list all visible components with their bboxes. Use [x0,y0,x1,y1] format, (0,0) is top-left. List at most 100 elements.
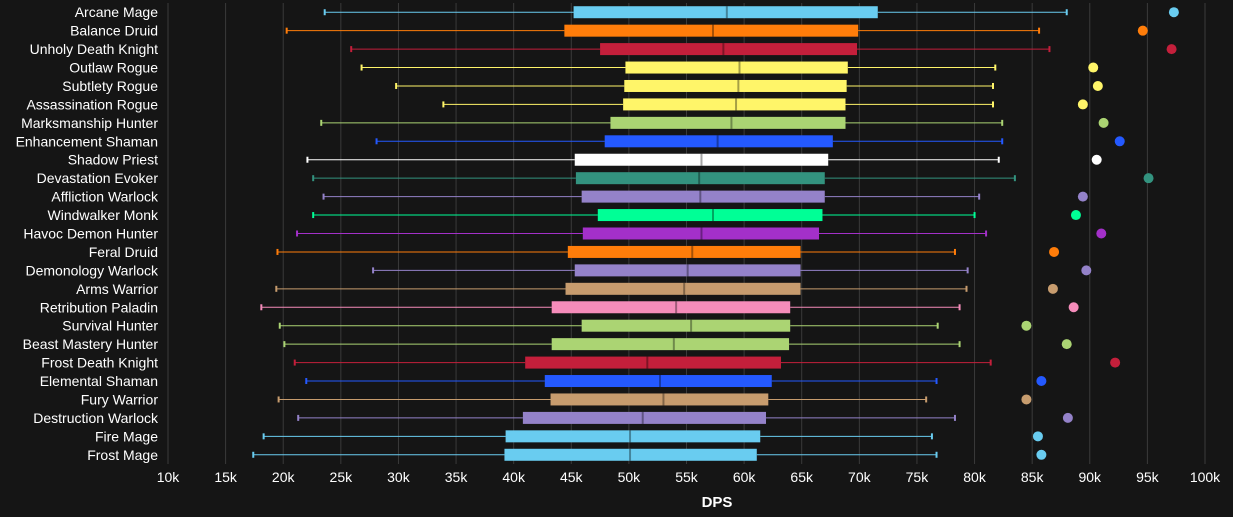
max-point [1114,136,1125,147]
category-label: Devastation Evoker [37,170,159,186]
max-point [1068,302,1079,313]
iqr-box [565,282,801,295]
iqr-box [604,135,833,148]
category-label: Fire Mage [95,428,158,444]
max-point [1110,357,1121,368]
iqr-box [600,43,858,56]
iqr-box [581,190,825,203]
box-row [323,6,1179,19]
box-row [312,172,1154,185]
category-label: Marksmanship Hunter [21,115,158,131]
category-label: Arcane Mage [75,4,158,20]
box-row [275,282,1058,295]
x-tick-label: 35k [445,469,469,485]
max-point [1137,25,1148,36]
box-row [262,430,1043,443]
category-label: Balance Druid [70,23,158,39]
box-row [297,411,1073,424]
category-label: Demonology Warlock [25,262,159,278]
x-tick-label: 55k [675,469,699,485]
category-labels: Arcane Mage Balance Druid Unholy Death Kni… [16,4,159,463]
x-tick-label: 65k [790,469,814,485]
iqr-box [575,172,825,185]
iqr-box [625,61,848,74]
box-row [293,356,1121,369]
max-point [1036,376,1047,387]
category-label: Unholy Death Knight [30,41,159,57]
category-label: Elemental Shaman [40,373,158,389]
iqr-box [581,319,791,332]
x-tick-label: 50k [618,469,642,485]
iqr-box [522,411,767,424]
box-row [252,448,1047,461]
x-tick-label: 95k [1136,469,1160,485]
max-point [1061,339,1072,350]
max-point [1081,265,1092,276]
max-point [1049,246,1060,257]
x-tick-label: 20k [272,469,296,485]
category-label: Havoc Demon Hunter [23,226,158,242]
max-point [1077,191,1088,202]
iqr-box [544,375,772,388]
category-label: Shadow Priest [68,152,158,168]
x-tick-label: 100k [1190,469,1221,485]
category-label: Destruction Warlock [33,410,159,426]
max-point [1021,394,1032,405]
category-label: Frost Mage [87,447,158,463]
box-row [278,319,1032,332]
iqr-box [551,338,790,351]
iqr-box [564,24,859,37]
category-label: Frost Death Knight [41,355,158,371]
category-label: Retribution Paladin [40,299,158,315]
max-point [1143,173,1154,184]
max-point [1021,320,1032,331]
category-label: Enhancement Shaman [16,133,158,149]
iqr-box [610,116,846,129]
max-point [1036,449,1047,460]
box-row [372,264,1092,277]
x-tick-label: 40k [502,469,526,485]
iqr-box [505,430,761,443]
category-label: Fury Warrior [81,391,159,407]
x-tick-label: 15k [214,469,238,485]
category-label: Survival Hunter [62,318,158,334]
max-point [1047,283,1058,294]
max-point [1091,154,1102,165]
iqr-box [623,98,846,111]
x-tick-label: 80k [963,469,987,485]
max-point [1092,80,1103,91]
max-point [1096,228,1107,239]
max-point [1088,62,1099,73]
category-label: Subtlety Rogue [62,78,158,94]
box-row [305,375,1047,388]
x-tick-label: 25k [330,469,354,485]
iqr-box [550,393,769,406]
x-axis-title: DPS [702,494,733,511]
max-point [1062,412,1073,423]
box-row [442,98,1088,111]
box-row [283,338,1072,351]
box-row [260,301,1079,314]
iqr-box [573,6,878,19]
iqr-box [567,245,801,258]
box-row [306,153,1102,166]
box-row [277,393,1032,406]
category-label: Windwalker Monk [48,207,159,223]
x-axis-ticks: 10k 15k 20k 25k 30k 35k 40k 45k 50k 55k 60k 65k 70k 7… [157,469,1221,485]
box-row [285,24,1148,37]
iqr-box [597,209,823,222]
x-tick-label: 30k [387,469,411,485]
category-label: Beast Mastery Hunter [23,336,159,352]
x-tick-label: 90k [1078,469,1102,485]
x-tick-label: 85k [1021,469,1045,485]
category-label: Arms Warrior [76,281,158,297]
category-label: Feral Druid [89,244,158,260]
max-point [1166,44,1177,55]
box-series [252,6,1179,461]
box-row [395,79,1103,92]
max-point [1168,7,1179,18]
box-row [350,43,1177,56]
box-row [312,209,1081,222]
box-row [296,227,1107,240]
